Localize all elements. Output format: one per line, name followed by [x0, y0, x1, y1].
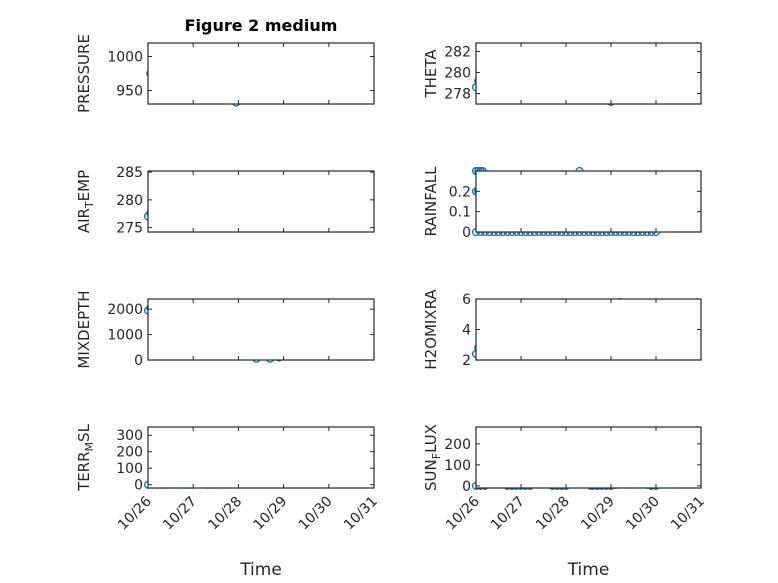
x-tick-label: 10/27	[488, 494, 528, 534]
y-tick-label: 950	[116, 83, 143, 99]
y-tick-label: 6	[462, 292, 471, 308]
chart-title: Figure 2 medium	[185, 16, 338, 35]
axes-sun-flux: 0 100 200 10/26 10/27 10/28 10/29 10/30 10/31 Tim…	[422, 424, 708, 580]
x-tick-label: 10/30	[623, 494, 663, 534]
axes-box	[475, 170, 702, 233]
x-tick-label: 10/29	[251, 494, 291, 534]
y-tick-label: 1000	[107, 328, 143, 344]
axes-box	[147, 42, 375, 105]
y-tick-label: 0.1	[449, 205, 471, 221]
x-tick-label: 10/29	[578, 494, 618, 534]
axes-air-temp: 275 280 285 AIRTEMP	[75, 165, 375, 237]
axes-box	[475, 298, 702, 361]
axes-box	[147, 170, 375, 233]
y-tick-label: 0	[462, 479, 471, 495]
x-tick-label: 10/26	[443, 493, 483, 533]
y-tick-label: 4	[462, 323, 471, 339]
y-tick-label: 0	[462, 225, 471, 241]
x-tick-label: 10/28	[205, 494, 245, 534]
x-tick-label: 10/31	[341, 494, 381, 534]
y-tick-label: 282	[444, 44, 471, 60]
axes-mixdepth: 0 1000 2000 MIXDEPTH	[75, 290, 375, 369]
y-tick-label: 280	[444, 65, 471, 81]
y-axis-label: SUNFLUX	[422, 424, 443, 491]
y-tick-label: 2	[462, 353, 471, 369]
y-axis-label: THETA	[422, 49, 440, 99]
y-tick-label: 200	[116, 445, 143, 461]
y-tick-label: 0	[134, 478, 143, 494]
y-axis-label: PRESSURE	[75, 34, 93, 113]
y-tick-label: 285	[116, 165, 143, 181]
y-axis-label: AIRTEMP	[75, 170, 96, 233]
x-axis-label: Time	[239, 560, 282, 580]
y-tick-label: 2000	[107, 302, 143, 318]
axes-pressure: 950 1000 PRESSURE Figure 2 medium	[75, 16, 375, 113]
y-axis-label: MIXDEPTH	[75, 290, 93, 368]
y-tick-label: 100	[116, 461, 143, 477]
axes-box	[147, 298, 375, 361]
x-tick-label: 10/31	[668, 494, 708, 534]
axes-h2omixra: 2 4 6 H2OMIXRA	[422, 289, 702, 370]
axes-box	[475, 42, 702, 105]
axes-rainfall: 0 0.1 0.2 RAINFALL	[422, 166, 702, 241]
y-axis-label: RAINFALL	[422, 166, 440, 237]
x-tick-label: 10/30	[296, 494, 336, 534]
y-tick-label: 275	[116, 221, 143, 237]
y-tick-label: 100	[444, 458, 471, 474]
y-axis-label: H2OMIXRA	[422, 289, 440, 370]
y-tick-label: 300	[116, 428, 143, 444]
y-tick-label: 200	[444, 437, 471, 453]
y-tick-label: 0.2	[449, 184, 471, 200]
y-axis-label: TERRMSL	[75, 423, 96, 492]
y-tick-label: 278	[444, 86, 471, 102]
y-tick-label: 1000	[107, 50, 143, 66]
axes-box	[475, 426, 702, 489]
axes-box	[147, 426, 375, 489]
y-tick-label: 0	[134, 353, 143, 369]
x-axis-label: Time	[567, 560, 610, 580]
x-tick-label: 10/28	[533, 494, 573, 534]
x-tick-label: 10/26	[115, 493, 155, 533]
x-tick-label: 10/27	[160, 494, 200, 534]
y-tick-label: 280	[116, 193, 143, 209]
